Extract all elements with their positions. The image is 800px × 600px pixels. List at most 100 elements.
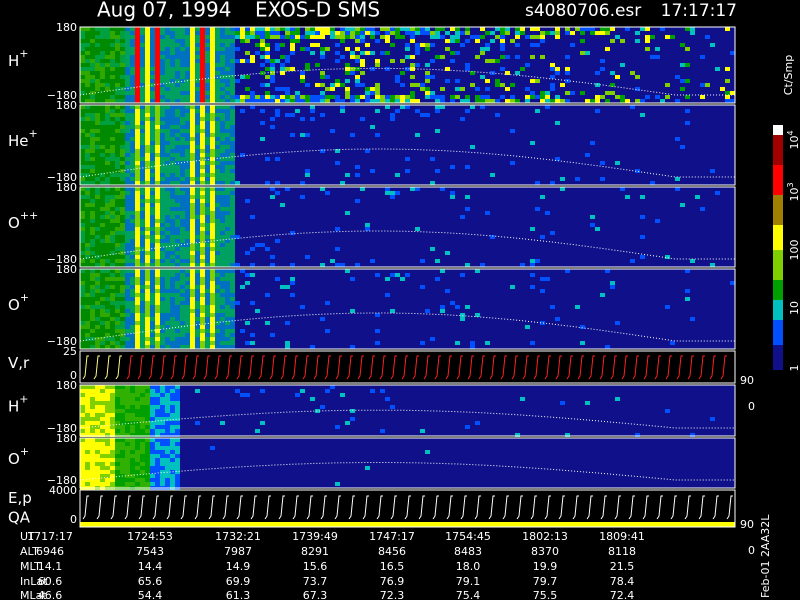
spectrogram-cell (110, 333, 115, 337)
spectrogram-cell (495, 27, 500, 31)
spectrogram-cell (125, 113, 130, 117)
spectrogram-cell (170, 325, 175, 329)
spectrogram-cell (470, 145, 475, 149)
spectrogram-cell (100, 207, 105, 211)
spectrogram-cell (200, 251, 205, 255)
spectrogram-cell (95, 321, 100, 325)
spectrogram-cell (230, 173, 235, 177)
spectrogram-cell (530, 259, 535, 263)
spectrogram-cell (165, 393, 170, 397)
spectrogram-cell (125, 393, 130, 397)
cell: 8370 (531, 545, 559, 558)
spectrogram-cell (145, 482, 150, 486)
spectrogram-cell (230, 133, 235, 137)
spectrogram-cell (115, 51, 120, 55)
spectrogram-cell (225, 333, 230, 337)
spectrogram-cell (150, 247, 155, 251)
spectrogram-cell (225, 199, 230, 203)
spectrogram-cell (105, 263, 110, 267)
spectrogram-cell (675, 75, 680, 79)
spectrogram-cell (250, 31, 255, 35)
spectrogram-cell (225, 255, 230, 259)
spectrogram-cell (150, 333, 155, 337)
spectrogram-cell (355, 165, 360, 169)
spectrogram-cell (95, 207, 100, 211)
spectrogram-cell (330, 87, 335, 91)
spectrogram-cell (170, 405, 175, 409)
spectrogram-cell (165, 203, 170, 207)
spectrogram-cell (155, 121, 160, 125)
sawtooth (335, 355, 342, 380)
spectrogram-cell (415, 187, 420, 191)
spectrogram-cell (115, 425, 120, 429)
spectrogram-cell (85, 165, 90, 169)
spectrogram-cell (85, 43, 90, 47)
spectrogram-cell (425, 79, 430, 83)
spectrogram-cell (290, 67, 295, 71)
spectrogram-cell (100, 466, 105, 470)
spectrogram-cell (135, 462, 140, 466)
spectrogram-cell (145, 269, 150, 273)
sawtooth (720, 355, 727, 380)
spectrogram-cell (280, 43, 285, 47)
spectrogram-cell (165, 105, 170, 109)
spectrogram-cell (130, 337, 135, 341)
sawtooth (152, 495, 159, 520)
spectrogram-cell (170, 63, 175, 67)
spectrogram-cell (190, 71, 195, 75)
spectrogram-cell (350, 35, 355, 39)
spectrogram-cell (200, 191, 205, 195)
cell: 1717:17 (27, 530, 73, 543)
spectrogram-cell (230, 333, 235, 337)
spectrogram-cell (150, 109, 155, 113)
spectrogram-cell (85, 309, 90, 313)
spectrogram-cell (150, 83, 155, 87)
spectrogram-cell (80, 43, 85, 47)
spectrogram-cell (210, 289, 215, 293)
spectrogram-cell (120, 129, 125, 133)
spectrogram-cell (265, 43, 270, 47)
spectrogram-cell (325, 301, 330, 305)
spectrogram-cell (260, 389, 265, 393)
spectrogram-cell (100, 273, 105, 277)
spectrogram-cell (160, 401, 165, 405)
spectrogram-cell (290, 133, 295, 137)
spectrogram-cell (190, 195, 195, 199)
spectrogram-cell (100, 117, 105, 121)
spectrogram-cell (85, 51, 90, 55)
spectrogram-cell (190, 161, 195, 165)
spectrogram-cell (90, 474, 95, 478)
spectrogram-cell (165, 301, 170, 305)
spectrogram-cell (295, 35, 300, 39)
spectrogram-cell (195, 27, 200, 31)
spectrogram-cell (190, 231, 195, 235)
spectrogram-cell (85, 47, 90, 51)
spectrogram-cell (80, 121, 85, 125)
spectrogram-cell (230, 273, 235, 277)
spectrogram-cell (465, 305, 470, 309)
spectrogram-cell (610, 285, 615, 289)
spectrogram-cell (215, 199, 220, 203)
spectrogram-cell (85, 227, 90, 231)
spectrogram-cell (155, 91, 160, 95)
spectrogram-cell (340, 27, 345, 31)
spectrogram-cell (675, 187, 680, 191)
spectrogram-cell (185, 329, 190, 333)
spectrogram-cell (175, 43, 180, 47)
spectrogram-cell (205, 305, 210, 309)
spectrogram-cell (145, 289, 150, 293)
spectrogram-cell (80, 39, 85, 43)
spectrogram-cell (190, 63, 195, 67)
spectrogram-cell (415, 63, 420, 67)
spectrogram-cell (540, 55, 545, 59)
spectrogram-cell (155, 433, 160, 437)
spectrogram-cell (95, 145, 100, 149)
spectrogram-cell (355, 75, 360, 79)
spectrogram-cell (685, 297, 690, 301)
spectrogram-cell (200, 141, 205, 145)
spectrogram-cell (90, 397, 95, 401)
spectrogram-cell (155, 99, 160, 103)
row-label: MLT (20, 560, 41, 573)
spectrogram-cell (470, 105, 475, 109)
spectrogram-cell (110, 99, 115, 103)
